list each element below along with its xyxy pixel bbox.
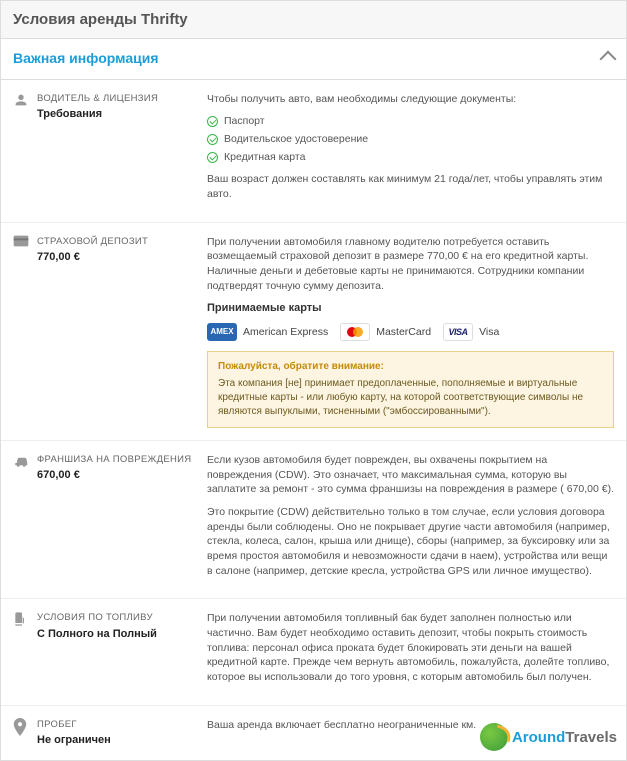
franchise-main: 670,00 €	[37, 468, 197, 483]
check-passport: Паспорт	[207, 114, 614, 129]
check-icon	[207, 134, 218, 145]
mileage-sub: ПРОБЕГ	[37, 718, 197, 731]
deposit-sub: СТРАХОВОЙ ДЕПОЗИТ	[37, 235, 197, 248]
row-deposit: СТРАХОВОЙ ДЕПОЗИТ 770,00 € При получении…	[1, 223, 626, 441]
franchise-sub: ФРАНШИЗА НА ПОВРЕЖДЕНИЯ	[37, 453, 197, 466]
check-label: Паспорт	[224, 114, 265, 129]
driver-sub: ВОДИТЕЛЬ & ЛИЦЕНЗИЯ	[37, 92, 197, 105]
row-mileage: ПРОБЕГ Не ограничен Ваша аренда включает…	[1, 706, 626, 761]
mastercard-icon	[340, 323, 370, 341]
row-fuel: УСЛОВИЯ ПО ТОПЛИВУ С Полного на Полный П…	[1, 599, 626, 705]
fuel-icon	[13, 611, 37, 692]
check-label: Водительское удостоверение	[224, 132, 368, 147]
page-title: Условия аренды Thrifty	[13, 11, 188, 28]
mileage-text: Ваша аренда включает бесплатно неогранич…	[207, 718, 614, 733]
car-icon	[13, 453, 37, 587]
warning-title: Пожалуйста, обратите внимание:	[218, 360, 603, 374]
mastercard-label: MasterCard	[376, 325, 431, 340]
amex-icon: AMEX	[207, 323, 237, 341]
accepted-cards: AMEX American Express MasterCard VISA Vi…	[207, 323, 614, 341]
fuel-text: При получении автомобиля топливный бак б…	[207, 611, 614, 684]
franchise-p2: Это покрытие (CDW) действительно только …	[207, 505, 614, 578]
section-toggle[interactable]: Важная информация	[1, 39, 626, 80]
check-license: Водительское удостоверение	[207, 132, 614, 147]
franchise-p1: Если кузов автомобиля будет поврежден, в…	[207, 453, 614, 497]
rental-terms-panel: Условия аренды Thrifty Важная информация…	[0, 0, 627, 761]
card-icon	[13, 235, 37, 428]
driver-main: Требования	[37, 107, 197, 122]
check-label: Кредитная карта	[224, 150, 305, 165]
check-icon	[207, 116, 218, 127]
driver-intro: Чтобы получить авто, вам необходимы след…	[207, 92, 614, 107]
panel-header: Условия аренды Thrifty	[1, 1, 626, 39]
fuel-sub: УСЛОВИЯ ПО ТОПЛИВУ	[37, 611, 197, 624]
warning-text: Эта компания [не] принимает предоплаченн…	[218, 377, 603, 419]
chevron-up-icon	[600, 50, 617, 67]
deposit-text: При получении автомобиля главному водите…	[207, 235, 614, 294]
deposit-main: 770,00 €	[37, 250, 197, 265]
warning-box: Пожалуйста, обратите внимание: Эта компа…	[207, 351, 614, 428]
row-franchise: ФРАНШИЗА НА ПОВРЕЖДЕНИЯ 670,00 € Если ку…	[1, 441, 626, 600]
check-icon	[207, 152, 218, 163]
driver-age: Ваш возраст должен составлять как миниму…	[207, 172, 614, 201]
mileage-main: Не ограничен	[37, 733, 197, 748]
cards-heading: Принимаемые карты	[207, 301, 614, 316]
row-driver: ВОДИТЕЛЬ & ЛИЦЕНЗИЯ Требования Чтобы пол…	[1, 80, 626, 223]
amex-label: American Express	[243, 325, 328, 340]
pin-icon	[13, 718, 37, 749]
visa-label: Visa	[479, 325, 499, 340]
check-card: Кредитная карта	[207, 150, 614, 165]
person-icon	[13, 92, 37, 210]
fuel-main: С Полного на Полный	[37, 627, 197, 642]
section-title-text: Важная информация	[13, 49, 159, 69]
visa-icon: VISA	[443, 323, 473, 341]
